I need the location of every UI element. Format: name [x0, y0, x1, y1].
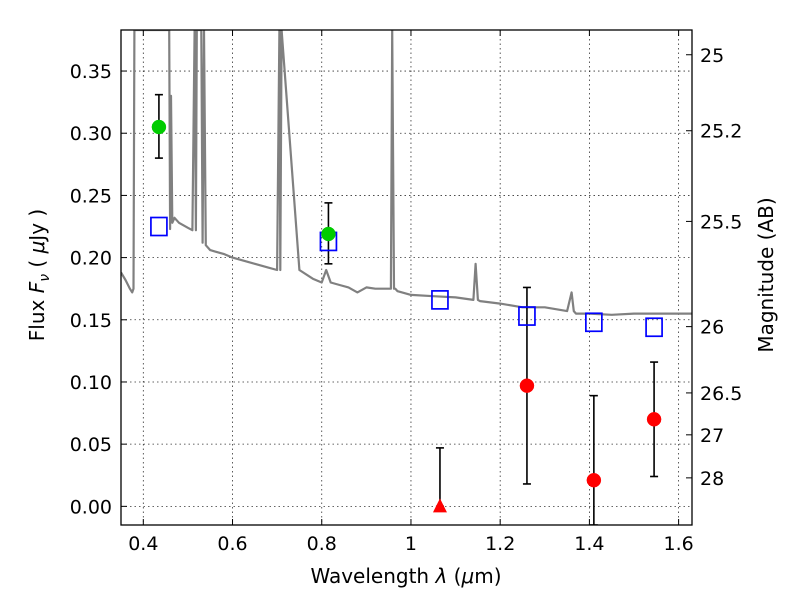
y-tick-label: 0.35 — [70, 61, 112, 83]
y2-axis-label: Magnitude (AB) — [754, 197, 778, 352]
y2-tick-label: 26 — [700, 317, 724, 339]
observed-flux-point — [151, 119, 167, 135]
tick-marks — [121, 30, 692, 525]
model-flux-square — [150, 216, 168, 237]
observed-flux-point — [519, 378, 535, 393]
y-axis-label: Flux Fν ( μJy ) — [25, 209, 53, 341]
model-flux-square — [518, 306, 536, 326]
y-tick-label: 0.30 — [70, 123, 112, 145]
model-flux-square — [585, 312, 603, 333]
model-spectrum-layer — [121, 30, 692, 316]
observed-flux-point — [646, 412, 662, 427]
model-flux-square — [645, 317, 663, 338]
y2-tick-label: 26.5 — [700, 383, 742, 405]
x-tick-label: 1.2 — [485, 533, 515, 555]
x-tick-label: 1.6 — [664, 533, 694, 555]
model-flux-square — [431, 290, 449, 310]
tick-labels: 0.4 0.6 0.8 1 1.2 1.4 1.6 0.00 0.05 0.10 0.15 0.20 0… — [70, 45, 743, 555]
y2-tick-label: 25 — [700, 45, 724, 67]
upper-limit-triangle — [432, 498, 447, 513]
y2-tick-label: 25.5 — [700, 211, 742, 233]
observed-flux-point — [586, 472, 602, 488]
x-tick-label: 1 — [405, 533, 417, 555]
y-tick-label: 0.00 — [70, 496, 112, 518]
y-tick-label: 0.10 — [70, 372, 112, 394]
x-tick-label: 0.6 — [217, 533, 247, 555]
y-tick-label: 0.15 — [70, 310, 112, 332]
x-tick-label: 0.8 — [307, 533, 337, 555]
observed-flux-point — [321, 226, 336, 242]
x-tick-label: 1.4 — [574, 533, 604, 555]
y-tick-label: 0.25 — [70, 185, 112, 207]
y2-tick-label: 28 — [700, 468, 724, 490]
y-tick-label: 0.05 — [70, 434, 112, 456]
grid — [121, 30, 692, 525]
model-spectrum-line — [121, 30, 692, 316]
x-axis-label: Wavelength λ (μm) — [310, 564, 501, 588]
x-tick-label: 0.4 — [128, 533, 158, 555]
y2-tick-label: 27 — [700, 425, 724, 447]
data-markers — [150, 119, 663, 513]
error-bars — [154, 93, 659, 525]
y2-tick-label: 25.2 — [700, 121, 742, 143]
y-tick-label: 0.20 — [70, 248, 112, 270]
plot-frame — [120, 29, 693, 526]
